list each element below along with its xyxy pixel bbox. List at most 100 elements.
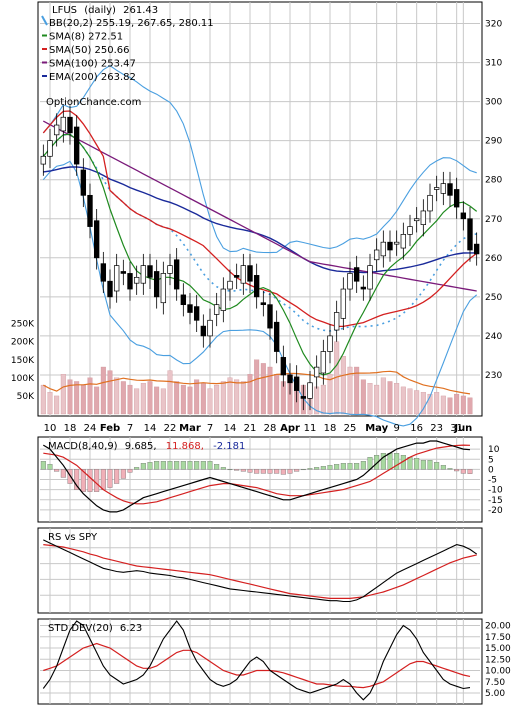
macd-hist-bar xyxy=(260,469,266,474)
macd-lines xyxy=(42,440,471,513)
macd-hist-bar xyxy=(120,469,126,479)
macd-hist-bar xyxy=(254,469,260,474)
rs-grid xyxy=(40,528,480,613)
volume-tick-label: 100K xyxy=(11,374,35,384)
price-tick-label: 270 xyxy=(485,215,502,225)
candle-body xyxy=(107,280,113,298)
x-tick-label: 23 xyxy=(430,423,443,434)
macd-hist-value: -2.181 xyxy=(213,441,245,452)
candle-body xyxy=(47,140,53,157)
macd-label: MACD(8,40,9) xyxy=(48,441,118,452)
macd-hist-bar xyxy=(447,468,453,470)
volume-bar xyxy=(374,384,380,415)
volume-bar xyxy=(340,356,346,415)
macd-hist-bar xyxy=(87,469,93,492)
volume-bar xyxy=(454,393,460,415)
volume-bar xyxy=(254,359,260,415)
x-tick-label: 18 xyxy=(64,423,77,434)
price-tick-label: 240 xyxy=(485,332,502,342)
legend-items: BB(20,2) 255.19, 267.65, 280.11 SMA(8) 27… xyxy=(41,15,214,83)
x-tick-label: Feb xyxy=(100,423,120,434)
x-tick-label: 28 xyxy=(264,423,277,434)
ema200-line xyxy=(43,166,477,274)
volume-bar xyxy=(360,379,366,415)
macd-hist-bar xyxy=(174,461,180,470)
x-tick-label: 24 xyxy=(84,423,97,434)
candle-body xyxy=(400,234,407,249)
volume-bar xyxy=(467,397,473,415)
macd-hist-bar xyxy=(107,469,113,488)
macd-panel-frame xyxy=(37,436,483,523)
candle-body xyxy=(120,271,127,274)
candle-body xyxy=(300,396,307,399)
std-label: STD DEV(20) xyxy=(48,623,113,634)
macd-hist-bar xyxy=(387,453,393,470)
volume-average-line xyxy=(43,370,471,395)
candle-body xyxy=(447,183,453,196)
volume-bar xyxy=(194,379,200,415)
legend-item: SMA(100) 253.47 xyxy=(49,59,136,70)
std-average-line xyxy=(43,642,471,689)
candle-body xyxy=(307,382,313,399)
std-panel-frame xyxy=(37,618,483,705)
macd-hist-bar xyxy=(340,463,346,470)
candle-body xyxy=(180,294,187,306)
macd-hist-bar xyxy=(420,460,426,470)
std-tick-label: 7.50 xyxy=(485,678,505,688)
volume-bar xyxy=(447,397,453,415)
macd-hist-bar xyxy=(227,469,233,471)
volume-bar xyxy=(47,392,53,415)
candle-body xyxy=(287,374,293,384)
volume-bar xyxy=(114,377,120,415)
volume-bar xyxy=(387,381,393,415)
x-tick-label: May xyxy=(365,423,388,434)
volume-bar xyxy=(140,383,146,415)
price-panel: 230 240 250 260 270 280 290 300 310 320 50K 100K 15… xyxy=(11,1,502,434)
volume-bar xyxy=(187,386,193,415)
rs-title: RS vs SPY xyxy=(48,532,98,543)
volume-bar xyxy=(180,384,186,415)
volume-bar xyxy=(367,383,373,415)
std-title: STD DEV(20) 6.23 xyxy=(48,623,142,634)
macd-hist-bar xyxy=(54,469,60,472)
volume-bar xyxy=(380,377,386,415)
volume-bar xyxy=(434,392,440,415)
volume-bar xyxy=(240,381,246,415)
volume-bar xyxy=(354,366,360,415)
candle-body xyxy=(247,265,253,282)
price-panel-frame xyxy=(37,1,483,417)
bollinger-lower-line xyxy=(42,160,478,427)
volume-bar xyxy=(227,377,233,415)
macd-value: 9.685, xyxy=(125,441,157,452)
macd-hist-bar xyxy=(60,469,66,478)
macd-hist-bar xyxy=(347,463,353,470)
macd-hist-bar xyxy=(294,469,300,472)
volume-bar xyxy=(60,374,66,415)
last-price-label: 261.43 xyxy=(123,5,158,16)
candle-body xyxy=(393,241,400,245)
candle-body xyxy=(93,220,100,259)
candle-body xyxy=(133,276,140,284)
macd-tick-label: -15 xyxy=(488,496,503,506)
macd-hist-bar xyxy=(214,464,220,470)
candle-body xyxy=(347,273,353,290)
macd-hist-bar xyxy=(267,469,273,474)
volume-bar xyxy=(80,384,86,415)
candle-body xyxy=(213,304,220,315)
macd-hist-bar xyxy=(467,469,473,474)
candle-body xyxy=(427,194,433,212)
x-tick-label: 21 xyxy=(244,423,257,434)
macd-hist-bar xyxy=(40,461,46,470)
x-tick-label: 14 xyxy=(144,423,157,434)
volume-bar xyxy=(100,366,106,415)
candle-body xyxy=(460,212,467,220)
candle-body xyxy=(207,319,213,337)
macd-hist-bar xyxy=(140,463,146,470)
legend: LFUS (daily) 261.43 BB(20,2) 255.19, 267… xyxy=(41,5,214,108)
macd-tick-label: 0 xyxy=(488,465,494,475)
x-tick-label: 7 xyxy=(207,423,213,434)
volume-bar xyxy=(107,370,113,415)
volume-bar xyxy=(394,383,400,415)
